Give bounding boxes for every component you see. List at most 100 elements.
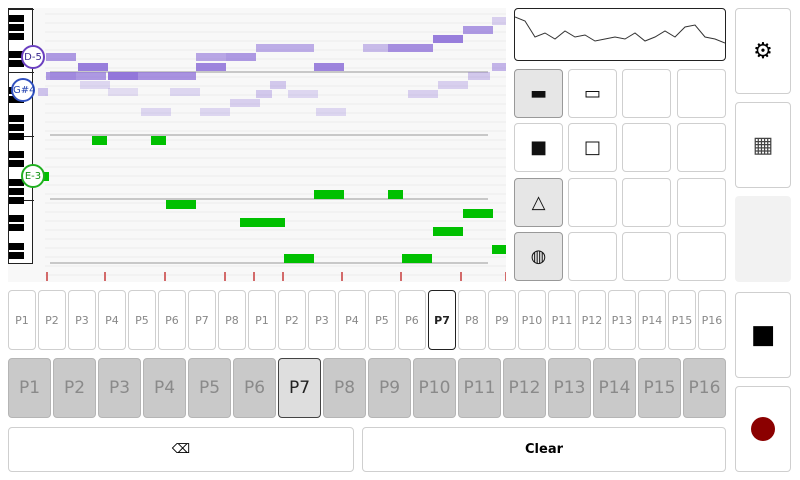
tool-circle-button[interactable]: ◍ [514,232,563,281]
pattern-big-button[interactable]: P12 [503,358,546,418]
pattern-small-button[interactable]: P2 [38,290,66,350]
note-block[interactable] [433,227,463,236]
pattern-small-button[interactable]: P5 [368,290,396,350]
note-block[interactable] [240,218,285,227]
pattern-small-button[interactable]: P11 [548,290,576,350]
pattern-small-button[interactable]: P12 [578,290,606,350]
ghost-note [463,26,493,34]
pattern-big-button[interactable]: P11 [458,358,501,418]
pattern-small-button[interactable]: P9 [488,290,516,350]
black-key[interactable] [9,243,24,250]
black-key[interactable] [9,133,24,140]
pattern-small-button[interactable]: P2 [278,290,306,350]
rect-outline-icon: ▭ [583,83,601,104]
pattern-big-button[interactable]: P3 [98,358,141,418]
pattern-big-button[interactable]: P6 [233,358,276,418]
pattern-small-button[interactable]: P14 [638,290,666,350]
black-key[interactable] [9,179,24,186]
tool-empty-6[interactable] [622,178,671,227]
pattern-big-button[interactable]: P10 [413,358,456,418]
pattern-small-button[interactable]: P1 [248,290,276,350]
note-block[interactable] [402,254,432,263]
note-block[interactable] [284,254,314,263]
note-block[interactable] [166,200,196,209]
pattern-small-button[interactable]: P3 [68,290,96,350]
tool-empty-5[interactable] [568,178,617,227]
pattern-small-button[interactable]: P10 [518,290,546,350]
record-button[interactable] [735,386,791,472]
pattern-small-button[interactable]: P8 [458,290,486,350]
black-key[interactable] [9,60,24,67]
note-label-gsharp4: G#4 [11,78,36,102]
ghost-note [314,63,344,71]
black-key[interactable] [9,197,24,204]
black-key[interactable] [9,188,24,195]
black-key[interactable] [9,151,24,158]
black-key[interactable] [9,252,24,259]
pattern-big-button[interactable]: P9 [368,358,411,418]
pattern-big-button[interactable]: P8 [323,358,366,418]
stop-button[interactable]: ■ [735,292,791,378]
backspace-button[interactable]: ⌫ [8,427,354,472]
pattern-big-button[interactable]: P1 [8,358,51,418]
tool-square-outline-button[interactable]: □ [568,123,617,172]
note-block[interactable] [492,245,506,254]
black-key[interactable] [9,115,24,122]
pattern-small-button[interactable]: P6 [158,290,186,350]
tool-empty-2[interactable] [677,69,726,118]
tool-triangle-button[interactable]: △ [514,178,563,227]
black-key[interactable] [9,15,24,22]
black-key[interactable] [9,215,24,222]
piano-roll[interactable] [8,8,506,282]
grid-toggle-button[interactable]: ▦ [735,102,791,188]
tool-empty-7[interactable] [677,178,726,227]
tool-empty-8[interactable] [568,232,617,281]
note-block[interactable] [41,172,49,181]
black-key[interactable] [9,51,24,58]
black-key[interactable] [9,24,24,31]
note-block[interactable] [151,136,166,145]
note-block[interactable] [314,190,344,199]
note-block[interactable] [92,136,107,145]
pattern-small-button[interactable]: P5 [128,290,156,350]
pattern-small-button[interactable]: P4 [98,290,126,350]
pattern-small-button[interactable]: P6 [398,290,426,350]
pattern-big-button[interactable]: P5 [188,358,231,418]
record-icon [751,417,775,441]
pattern-small-button[interactable]: P1 [8,290,36,350]
tool-rect-outline-button[interactable]: ▭ [568,69,617,118]
black-key[interactable] [9,33,24,40]
tool-square-filled-button[interactable]: ■ [514,123,563,172]
tool-empty-10[interactable] [677,232,726,281]
pattern-big-button[interactable]: P2 [53,358,96,418]
tool-empty-4[interactable] [677,123,726,172]
pattern-big-button[interactable]: P7 [278,358,321,418]
pattern-big-button[interactable]: P13 [548,358,591,418]
settings-button[interactable]: ⚙ [735,8,791,94]
black-key[interactable] [9,160,24,167]
pattern-small-button[interactable]: P7 [188,290,216,350]
pattern-small-button[interactable]: P13 [608,290,636,350]
note-block[interactable] [388,190,403,199]
note-block[interactable] [463,209,493,218]
tool-empty-1[interactable] [622,69,671,118]
pattern-big-button[interactable]: P4 [143,358,186,418]
pattern-small-button[interactable]: P7 [428,290,456,350]
pattern-small-button[interactable]: P4 [338,290,366,350]
black-key[interactable] [9,224,24,231]
waveform-graph [514,16,726,44]
tool-rect-filled-button[interactable]: ▬ [514,69,563,118]
piano-roll-grid[interactable] [8,8,506,282]
black-key[interactable] [9,124,24,131]
pattern-small-button[interactable]: P16 [698,290,726,350]
pattern-small-button[interactable]: P3 [308,290,336,350]
pattern-small-button[interactable]: P15 [668,290,696,350]
clear-button[interactable]: Clear [362,427,726,472]
ghost-note [50,72,76,80]
pattern-small-button[interactable]: P8 [218,290,246,350]
pattern-big-button[interactable]: P14 [593,358,636,418]
tool-empty-3[interactable] [622,123,671,172]
tool-empty-9[interactable] [622,232,671,281]
pattern-big-button[interactable]: P16 [683,358,726,418]
pattern-big-button[interactable]: P15 [638,358,681,418]
